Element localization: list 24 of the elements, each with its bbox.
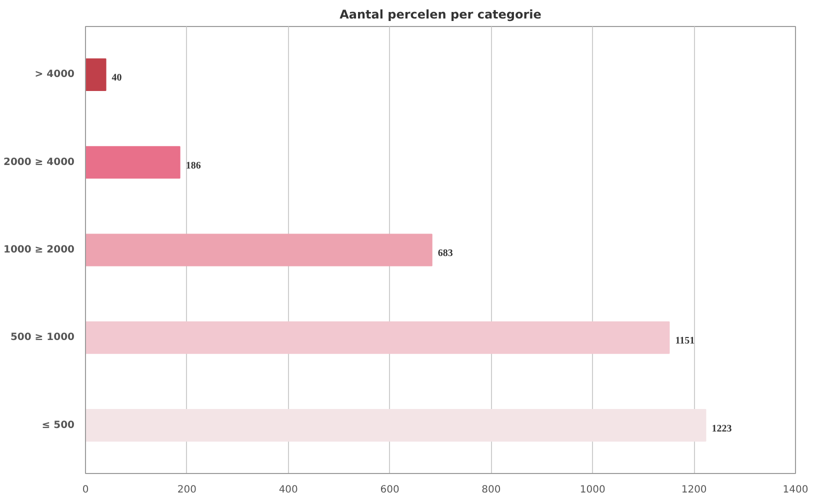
y-tick-label: 500 ≥ 1000 — [10, 332, 75, 344]
y-tick-label: > 4000 — [34, 69, 75, 80]
chart-title: Aantal percelen per categorie — [340, 8, 542, 22]
x-tick-label: 200 — [177, 484, 196, 495]
x-tick-label: 1200 — [681, 484, 707, 495]
x-tick-label: 800 — [482, 484, 501, 495]
y-tick-label: ≤ 500 — [42, 420, 75, 431]
bar — [86, 234, 432, 266]
data-label: 1223 — [712, 423, 732, 434]
bar — [86, 321, 670, 354]
x-tick-label: 1000 — [580, 484, 606, 495]
bar — [86, 146, 180, 179]
x-tick-label: 600 — [380, 484, 400, 495]
bar — [86, 409, 706, 442]
data-label: 40 — [112, 72, 122, 84]
x-tick-label: 400 — [278, 484, 298, 495]
data-label: 683 — [438, 248, 453, 259]
x-tick-label: 1400 — [782, 484, 808, 495]
y-tick-label: 2000 ≥ 4000 — [3, 156, 75, 168]
x-tick-label: 0 — [82, 484, 89, 495]
bar — [86, 58, 106, 91]
data-label: 1151 — [675, 336, 695, 347]
y-tick-label: 1000 ≥ 2000 — [3, 244, 75, 256]
data-label: 186 — [186, 160, 201, 172]
